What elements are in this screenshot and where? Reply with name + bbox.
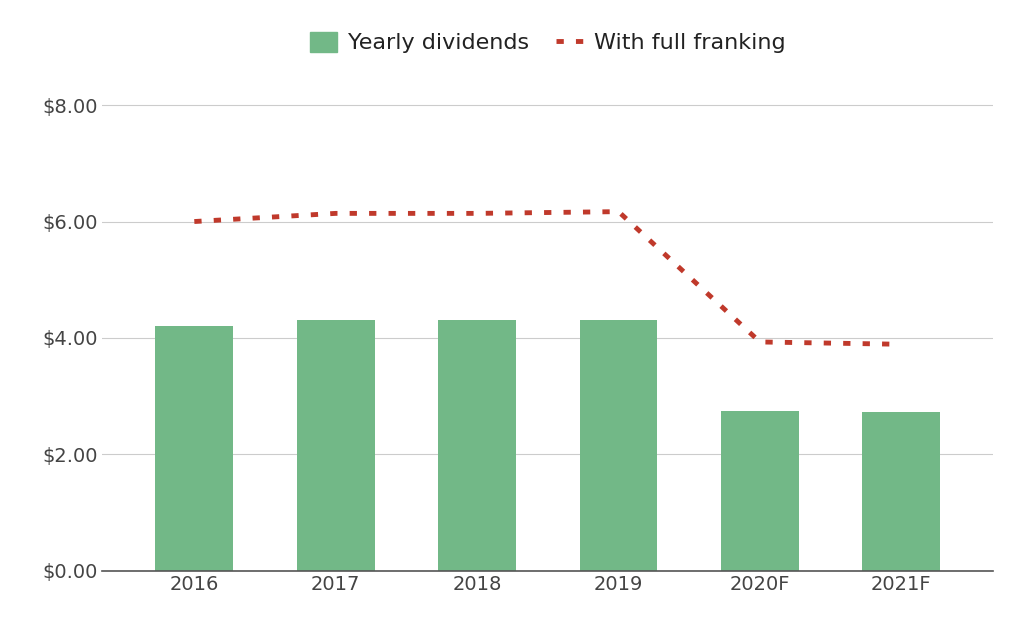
Bar bbox=[721, 411, 799, 571]
Bar bbox=[438, 320, 516, 571]
Bar bbox=[862, 412, 940, 571]
Bar bbox=[297, 320, 375, 571]
Bar bbox=[580, 320, 657, 571]
Legend: Yearly dividends, With full franking: Yearly dividends, With full franking bbox=[301, 23, 795, 62]
Bar bbox=[156, 327, 233, 571]
